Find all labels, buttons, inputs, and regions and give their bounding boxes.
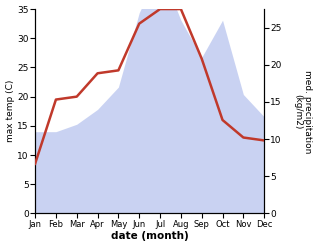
Y-axis label: med. precipitation
(kg/m2): med. precipitation (kg/m2) xyxy=(293,70,313,153)
X-axis label: date (month): date (month) xyxy=(111,231,189,242)
Y-axis label: max temp (C): max temp (C) xyxy=(5,80,15,143)
